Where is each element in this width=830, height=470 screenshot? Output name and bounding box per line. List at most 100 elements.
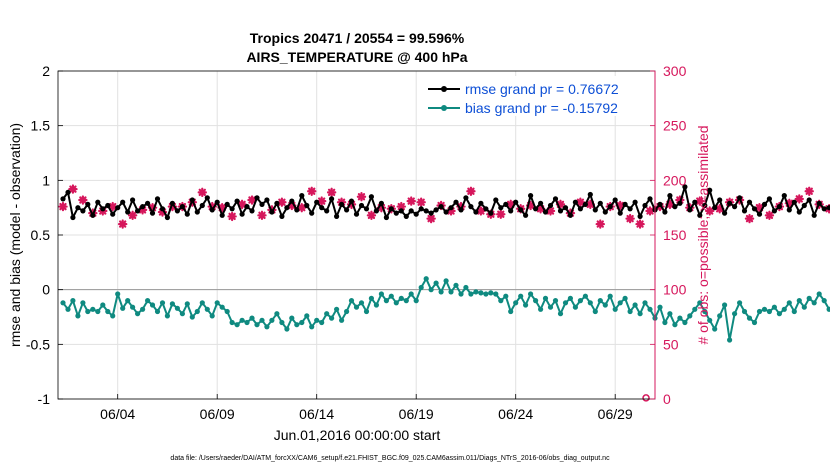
bias-point (95, 308, 101, 315)
bias-point (174, 305, 180, 311)
rmse-point (682, 184, 688, 190)
obs-marker-stroke (407, 197, 415, 205)
rmse-point (647, 196, 653, 202)
rmse-point (786, 207, 792, 213)
bias-point (781, 306, 787, 312)
y-right-tick-label: 200 (663, 172, 687, 188)
rmse-point (179, 204, 185, 210)
bias-point (552, 298, 559, 304)
bias-point (737, 300, 743, 306)
rmse-point (712, 205, 718, 211)
rmse-point (90, 212, 96, 218)
bias-point (727, 337, 733, 343)
obs-count-point (227, 211, 237, 222)
obs-marker-stroke (477, 207, 485, 215)
rmse-point (597, 200, 603, 206)
rmse-point (707, 187, 713, 193)
rmse-point (358, 202, 365, 209)
bias-point (159, 300, 166, 306)
x-tick-label: 06/14 (299, 406, 334, 422)
bias-point (766, 308, 773, 315)
bias-point (448, 289, 454, 295)
chart-title: Tropics 20471 / 20554 = 99.596% (250, 30, 465, 46)
bias-point (751, 319, 758, 326)
obs-marker-stroke (795, 195, 803, 203)
rmse-point (398, 208, 404, 214)
rmse-point (234, 198, 240, 204)
bias-point (140, 306, 146, 312)
bias-point (791, 308, 797, 315)
x-tick-label: 06/09 (200, 406, 235, 422)
bias-point (353, 304, 360, 310)
obs-marker-stroke (308, 187, 316, 195)
bias-point (309, 324, 315, 330)
legend-rmse-label: rmse grand pr = 0.76672 (465, 81, 619, 97)
bias-point (672, 322, 678, 328)
rmse-point (781, 193, 787, 199)
bias-point (334, 306, 340, 312)
obs-count-point (277, 197, 287, 207)
obs-marker-stroke (467, 187, 475, 195)
rmse-point (219, 212, 225, 218)
rmse-point (319, 205, 325, 211)
rmse-point (463, 195, 469, 201)
rmse-point (488, 210, 494, 216)
rmse-point (662, 209, 668, 215)
obs-count-point (804, 186, 814, 196)
obs-marker-stroke (109, 202, 117, 211)
bias-point (597, 298, 603, 304)
obs-marker-stroke (118, 220, 127, 228)
bias-point (348, 298, 355, 304)
bias-point (617, 300, 623, 306)
obs-count-point (356, 192, 367, 202)
bias-point (209, 313, 215, 319)
rmse-point (667, 193, 673, 199)
rmse-point (587, 191, 593, 198)
bias-point (632, 302, 638, 308)
bias-point (319, 319, 325, 326)
obs-count-point (764, 210, 775, 221)
bias-point (164, 313, 170, 319)
rmse-point (65, 189, 71, 195)
obs-marker-stroke (79, 196, 87, 204)
rmse-point (697, 212, 703, 218)
bias-point (503, 293, 509, 299)
bias-point (324, 311, 330, 317)
rmse-point (612, 197, 618, 203)
y-axis-label: rmse and bias (model - observation) (7, 123, 23, 347)
rmse-point (677, 200, 683, 206)
rmse-point (95, 199, 101, 205)
rmse-point (229, 206, 235, 212)
obs-count-point (426, 213, 436, 224)
rmse-point (353, 211, 360, 217)
bias-point (70, 298, 76, 304)
obs-marker-stroke (596, 220, 604, 228)
bias-point (279, 319, 285, 326)
rmse-point (503, 201, 509, 207)
rmse-point (498, 205, 504, 211)
rmse-point (199, 202, 205, 209)
bias-point (523, 302, 529, 308)
bias-point (513, 300, 519, 306)
bias-point (533, 298, 539, 304)
rmse-point (274, 200, 280, 206)
rmse-point (289, 198, 295, 204)
bias-point (746, 315, 753, 321)
y-tick-label: 0 (42, 282, 50, 298)
obs-marker-stroke (278, 198, 286, 206)
rmse-point (130, 197, 136, 203)
plot-area (57, 70, 830, 402)
rmse-point (806, 197, 812, 203)
obs-marker-stroke (59, 202, 67, 211)
bias-point (488, 290, 494, 296)
rmse-point (145, 200, 151, 206)
bias-point (756, 308, 763, 315)
rmse-point (428, 210, 434, 216)
bias-point (75, 313, 81, 319)
rmse-point (149, 210, 156, 216)
right-y-axis: 0 50 100 150 200 250 300 (650, 63, 687, 407)
bias-point (428, 287, 434, 293)
bias-point (229, 319, 235, 326)
bias-point (259, 317, 265, 323)
bias-point (567, 295, 574, 301)
